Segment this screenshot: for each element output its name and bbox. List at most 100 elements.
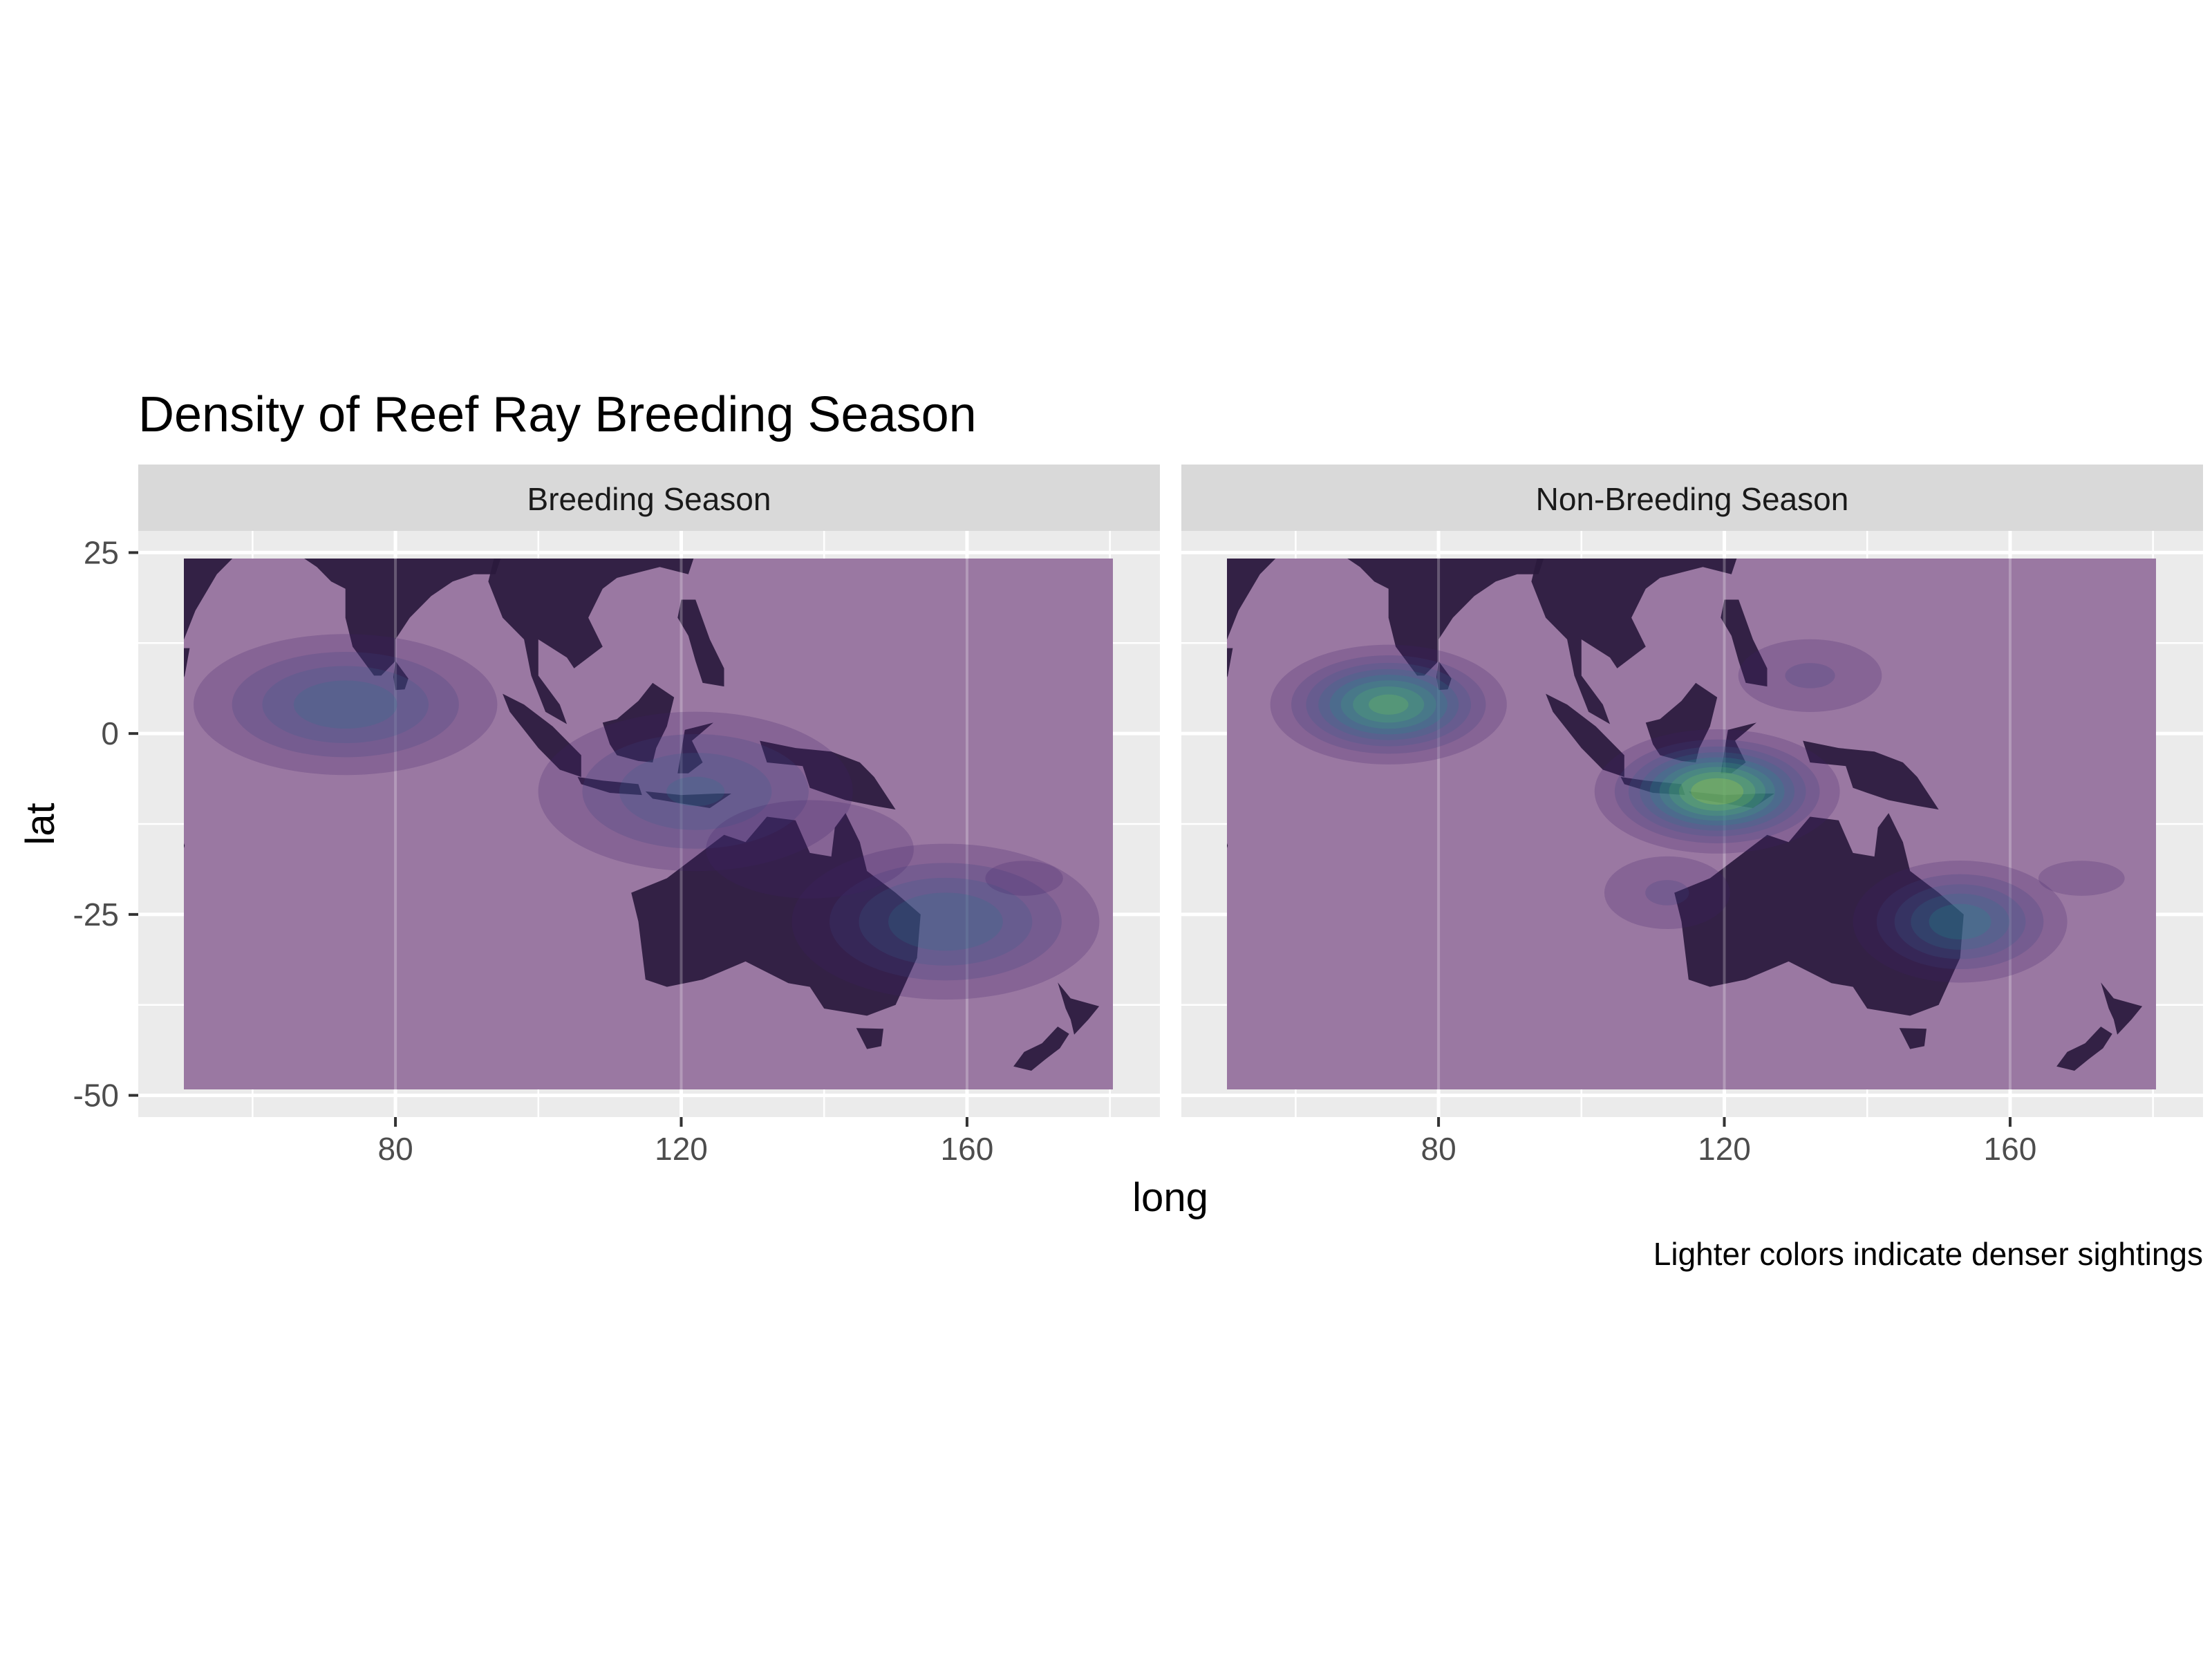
density-hotspot <box>1738 639 1882 712</box>
density-contour-band <box>619 753 772 830</box>
land-tasmania <box>856 1028 883 1049</box>
density-contour-band <box>1353 686 1425 723</box>
land-madagascar-edge <box>1227 843 1228 849</box>
y-tick-label: 0 <box>101 715 119 751</box>
facet-strip-label-breeding: Breeding Season <box>527 481 771 517</box>
density-contour-band <box>888 892 1003 951</box>
density-contour-band <box>666 776 725 807</box>
density-contour-band <box>830 863 1062 981</box>
density-contour-band <box>1678 771 1756 811</box>
density-contour-band <box>2038 861 2125 896</box>
land-southeast-asia <box>1531 559 1737 724</box>
land-tasmania <box>1899 1028 1927 1049</box>
density-contour-band <box>293 680 397 729</box>
density-contour-band <box>1604 856 1730 930</box>
land-southeast-asia <box>488 559 694 724</box>
density-hotspot <box>791 843 1100 1000</box>
land-new-guinea <box>760 740 896 810</box>
land-masses-breeding <box>184 559 1100 1089</box>
land-australia <box>631 813 921 1016</box>
facet-strip-label-non-breeding: Non-Breeding Season <box>1536 481 1849 517</box>
density-contour-band <box>1640 752 1795 831</box>
density-contour-band <box>1649 757 1785 826</box>
density-contour-band <box>985 861 1063 896</box>
density-contour-band <box>1291 655 1486 754</box>
land-madagascar-edge <box>184 843 185 849</box>
x-tick-label: 80 <box>377 1131 413 1167</box>
land-sulawesi <box>677 722 713 774</box>
land-sumatra <box>1546 693 1624 777</box>
land-masses-non-breeding <box>1227 559 2143 1089</box>
land-new-zealand-south <box>1013 1027 1069 1071</box>
land-new-zealand-north <box>1058 982 1100 1035</box>
land-africa-edge <box>1227 648 1233 677</box>
facet-strip-breeding <box>138 465 1160 531</box>
y-tick-label: -50 <box>73 1078 119 1114</box>
x-tick-label: 120 <box>655 1131 708 1167</box>
density-hotspot <box>194 634 498 776</box>
density-contour-band <box>1669 767 1765 816</box>
density-contour-band <box>791 843 1100 1000</box>
land-sri-lanka <box>393 661 409 691</box>
ocean-non-breeding <box>1227 559 2156 1089</box>
land-new-zealand-north <box>2101 982 2143 1035</box>
density-contour-band <box>1340 680 1436 729</box>
land-sulawesi <box>1721 722 1756 774</box>
density-hotspot <box>706 800 914 899</box>
land-lesser-sunda <box>1688 791 1774 808</box>
density-contour-band <box>1306 662 1472 747</box>
land-sumatra <box>503 693 581 777</box>
density-contour-band <box>1894 884 2026 959</box>
chart-title: Density of Reef Ray Breeding Season <box>138 387 977 442</box>
density-contour-band <box>1645 880 1689 906</box>
axes: 25 0 -25 -50 80 120 160 80 120 160 <box>73 534 2037 1167</box>
land-new-guinea <box>1803 740 1939 810</box>
density-contour-band <box>706 800 914 899</box>
land-lesser-sunda <box>645 791 731 808</box>
density-contour-band <box>1911 893 2009 950</box>
density-layer-non-breeding <box>1270 639 2125 983</box>
density-contour-band <box>1628 746 1806 836</box>
land-java <box>1620 777 1685 796</box>
density-contour-band <box>1785 663 1835 688</box>
land-java <box>577 777 642 796</box>
density-contour-band <box>1691 778 1744 805</box>
density-hotspot <box>1270 644 1507 765</box>
y-tick-label: 25 <box>84 534 119 570</box>
density-contour-band <box>538 711 853 872</box>
density-hotspot <box>1853 861 2068 983</box>
density-contour-band <box>1659 762 1775 821</box>
density-hotspot <box>985 861 1063 896</box>
x-tick-label: 80 <box>1421 1131 1456 1167</box>
land-borneo <box>1645 682 1718 762</box>
land-india <box>1227 559 1544 676</box>
x-tick-label: 120 <box>1698 1131 1751 1167</box>
density-contour-band <box>1929 903 1991 940</box>
density-contour-band <box>1853 861 2068 983</box>
y-tick-label: -25 <box>73 897 119 932</box>
density-contour-band <box>582 733 809 849</box>
x-tick-label: 160 <box>941 1131 994 1167</box>
land-borneo <box>602 682 675 762</box>
y-axis-title: lat <box>18 803 63 845</box>
facet-panel-breeding: Breeding Season <box>138 465 1160 1117</box>
density-contour-band <box>1614 739 1820 843</box>
land-philippines <box>677 599 724 687</box>
facet-strip-non-breeding <box>1181 465 2203 531</box>
ocean-breeding <box>184 559 1113 1089</box>
density-contour-band <box>1594 729 1840 854</box>
chart-caption: Lighter colors indicate denser sightings <box>1653 1236 2203 1272</box>
density-hotspot <box>2038 861 2125 896</box>
land-australia <box>1674 813 1964 1016</box>
density-contour-band <box>232 652 459 758</box>
density-contour-band <box>1738 639 1882 712</box>
density-hotspot <box>1604 856 1730 930</box>
density-contour-band <box>194 634 498 776</box>
land-india <box>184 559 501 676</box>
density-contour-band <box>859 877 1033 966</box>
land-africa-edge <box>184 648 190 677</box>
x-tick-label: 160 <box>1984 1131 2037 1167</box>
facet-panel-non-breeding: Non-Breeding Season <box>1181 465 2203 1117</box>
land-new-zealand-south <box>2056 1027 2112 1071</box>
